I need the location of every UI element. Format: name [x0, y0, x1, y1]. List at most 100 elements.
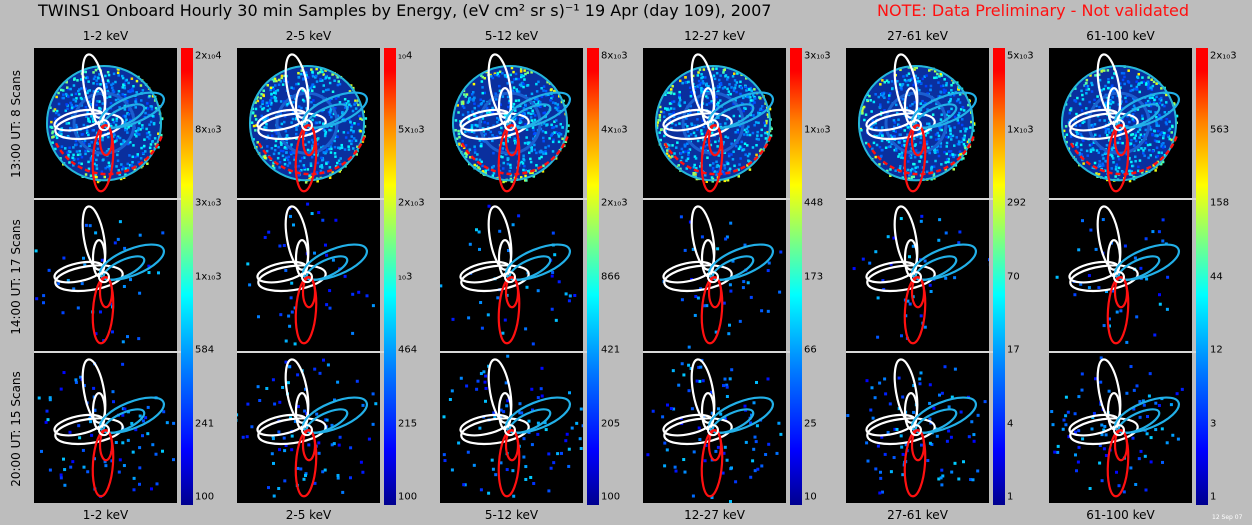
ena-pixel [899, 217, 903, 221]
ena-pixel [752, 114, 755, 117]
ena-pixel [310, 68, 313, 71]
ena-pixel [1168, 127, 1172, 131]
ena-pixel [1093, 161, 1097, 165]
ena-pixel [697, 84, 700, 87]
ena-pixel [756, 467, 760, 471]
ena-pixel [963, 127, 966, 130]
ena-pixel [714, 330, 718, 334]
ena-pixel [669, 406, 673, 410]
ena-pixel [1106, 133, 1109, 137]
ena-pixel [496, 296, 500, 300]
ena-pixel [479, 144, 483, 148]
ena-pixel [546, 93, 550, 97]
ena-pixel [541, 170, 545, 173]
ena-pixel [474, 123, 478, 127]
ena-pixel [80, 162, 83, 166]
field-line-white [893, 358, 919, 424]
ena-pixel [521, 162, 525, 165]
ena-pixel [1097, 172, 1101, 176]
ena-pixel [557, 106, 560, 109]
ena-pixel [866, 98, 869, 102]
ena-pixel [852, 267, 856, 271]
ena-pixel [1121, 141, 1124, 145]
ena-pixel [1069, 107, 1073, 110]
ena-pixel [701, 378, 705, 382]
ena-pixel [263, 126, 266, 129]
colorbar-tick-label: 158 [1210, 197, 1230, 209]
ena-pixel [901, 176, 905, 179]
ena-pixel [1143, 154, 1146, 158]
colorbar-tick-label: 100 [398, 491, 418, 503]
ena-pixel [1155, 115, 1158, 119]
ena-pixel [861, 257, 865, 261]
ena-pixel [1147, 394, 1151, 398]
ena-pixel [504, 75, 507, 78]
ena-pixel [866, 459, 870, 463]
ena-pixel [123, 407, 127, 411]
ena-pixel [98, 100, 101, 103]
ena-pixel [888, 92, 892, 95]
ena-pixel [702, 304, 706, 308]
ena-pixel [888, 94, 891, 97]
ena-pixel [775, 451, 779, 455]
ena-pixel [702, 82, 705, 85]
ena-pixel [278, 166, 281, 169]
ena-pixel [1114, 165, 1118, 168]
ena-pixel [535, 132, 538, 135]
ena-pixel [1162, 133, 1166, 137]
ena-pixel [361, 470, 365, 474]
ena-pixel [138, 482, 141, 486]
ena-pixel [542, 164, 545, 168]
ena-pixel [927, 146, 930, 150]
colorbar-tick-label: 215 [398, 418, 418, 429]
ena-pixel [54, 121, 58, 125]
ena-pixel [556, 103, 560, 106]
ena-pixel [90, 141, 93, 144]
ena-pixel [862, 105, 866, 109]
ena-pixel [957, 87, 960, 91]
ena-pixel [514, 117, 518, 120]
ena-pixel [958, 111, 961, 115]
ena-pixel [357, 291, 361, 295]
ena-pixel [371, 304, 375, 308]
field-line-cyan [505, 91, 571, 129]
ena-pixel [1173, 103, 1176, 106]
ena-pixel [475, 164, 478, 168]
ena-pixel [258, 398, 262, 402]
ena-pixel [738, 114, 742, 118]
ena-pixel [138, 292, 142, 296]
ena-pixel [133, 168, 137, 172]
ena-pixel [308, 177, 311, 181]
ena-pixel [547, 144, 550, 148]
ena-pixel [1096, 95, 1099, 98]
ena-pixel [554, 102, 557, 105]
ena-pixel [104, 86, 108, 89]
ena-pixel [744, 94, 748, 98]
ena-pixel [697, 426, 701, 430]
ena-pixel [279, 149, 283, 153]
ena-pixel [541, 129, 545, 133]
ena-pixel [1134, 482, 1138, 486]
ena-pixel [926, 131, 929, 135]
field-line-white [662, 261, 714, 284]
ena-pixel [963, 134, 966, 138]
ena-pixel [508, 99, 511, 103]
ena-pixel [749, 475, 753, 479]
ena-pixel [293, 342, 297, 346]
ena-pixel [519, 68, 523, 71]
ena-pixel [1107, 127, 1110, 131]
ena-pixel [908, 143, 912, 146]
ena-pixel [691, 494, 695, 498]
ena-pixel [503, 114, 507, 117]
ena-pixel [116, 71, 120, 75]
ena-pixel [1089, 148, 1093, 152]
ena-pixel [1056, 450, 1060, 454]
ena-pixel [1101, 162, 1104, 166]
ena-pixel [145, 106, 148, 110]
ena-pixel [561, 126, 564, 129]
ena-pixel [1068, 118, 1072, 122]
ena-pixel [522, 154, 525, 158]
ena-pixel [540, 95, 544, 99]
ena-pixel [473, 102, 476, 105]
ena-pixel [964, 129, 967, 133]
